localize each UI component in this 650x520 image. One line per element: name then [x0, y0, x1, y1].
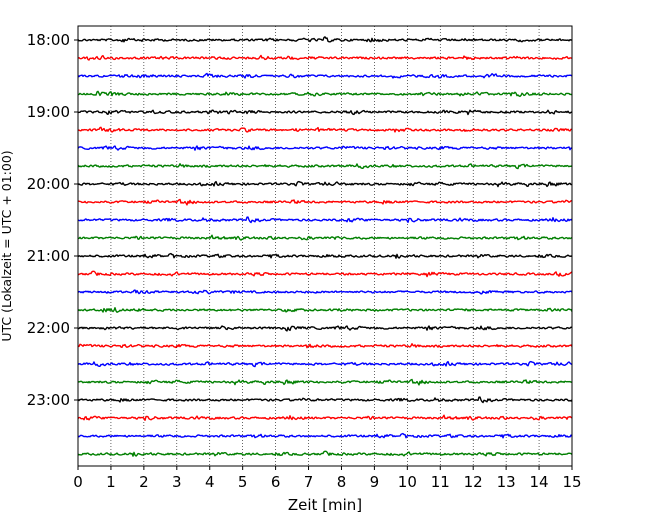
- trace-2030: [77, 216, 573, 224]
- trace-2145: [77, 307, 573, 313]
- x-tick-label: 14: [530, 473, 549, 491]
- y-tick-label: 23:00: [27, 391, 70, 409]
- x-axis-label: Zeit [min]: [288, 496, 362, 514]
- trace-1945: [77, 163, 573, 170]
- trace-2045: [77, 234, 573, 241]
- trace-2100: [77, 252, 573, 259]
- trace-1900: [77, 109, 573, 116]
- x-tick-label: 0: [73, 473, 83, 491]
- trace-2230: [77, 360, 573, 368]
- trace-1915: [77, 126, 573, 133]
- y-tick-label: 22:00: [27, 319, 70, 337]
- trace-2000: [77, 180, 573, 188]
- x-tick-label: 15: [562, 473, 581, 491]
- x-tick-label: 7: [304, 473, 314, 491]
- trace-2200: [77, 325, 573, 332]
- trace-2245: [77, 378, 573, 386]
- x-tick-label: 12: [464, 473, 483, 491]
- x-tick-label: 5: [238, 473, 248, 491]
- y-tick-label: 19:00: [27, 103, 70, 121]
- trace-1845: [77, 90, 573, 98]
- x-tick-label: 4: [205, 473, 215, 491]
- trace-1800: [77, 36, 573, 43]
- y-axis-label: UTC (Lokalzeit = UTC + 01:00): [0, 150, 14, 341]
- trace-1830: [77, 72, 573, 79]
- plot-frame: [77, 25, 573, 467]
- trace-1930: [77, 145, 573, 151]
- plot-background: [78, 26, 572, 466]
- y-tick-label: 18:00: [27, 31, 70, 49]
- x-tick-label: 1: [106, 473, 116, 491]
- trace-2130: [77, 289, 573, 295]
- x-tick-label: 11: [431, 473, 450, 491]
- y-tick-label: 21:00: [27, 247, 70, 265]
- grid-lines: [110, 26, 540, 466]
- x-tick-label: 3: [172, 473, 182, 491]
- trace-2345: [77, 450, 573, 457]
- y-axis-ticks: 18:00 19:00 20:00 21:00 22:00 23:00: [27, 31, 78, 409]
- trace-2300: [77, 396, 573, 404]
- x-tick-label: 6: [271, 473, 281, 491]
- trace-2215: [77, 343, 573, 349]
- seismic-traces: [77, 36, 573, 457]
- trace-2315: [77, 414, 573, 421]
- x-tick-label: 10: [398, 473, 417, 491]
- trace-2330: [77, 432, 573, 439]
- trace-2015: [77, 198, 573, 206]
- trace-2115: [77, 270, 573, 278]
- x-tick-label: 9: [370, 473, 380, 491]
- y-tick-label: 20:00: [27, 175, 70, 193]
- x-tick-label: 13: [497, 473, 516, 491]
- x-tick-label: 2: [139, 473, 149, 491]
- x-axis-ticks: 0 1 2 3 4 5 6 7 8 9 10 11 12 13 14 15: [73, 466, 582, 491]
- trace-1815: [77, 54, 573, 61]
- x-tick-label: 8: [337, 473, 347, 491]
